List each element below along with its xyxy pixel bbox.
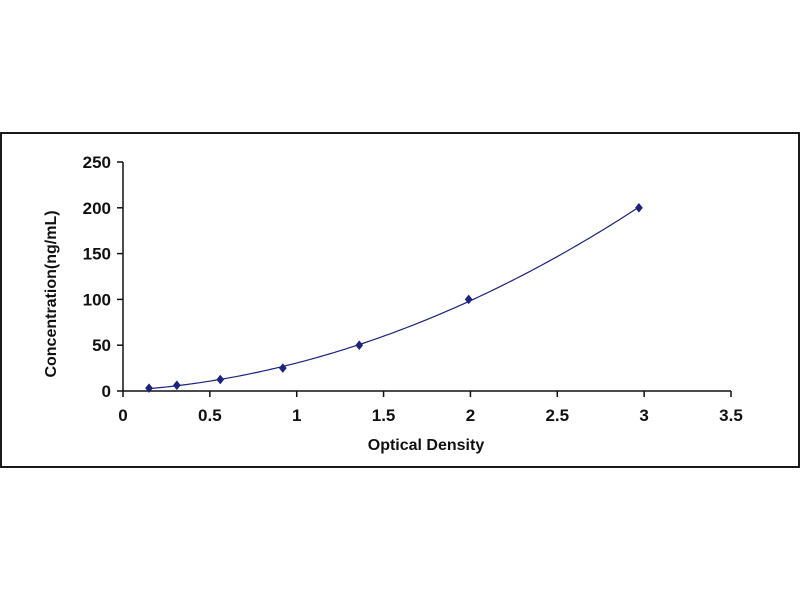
y-tick-label: 200 <box>83 199 111 218</box>
x-axis-title: Optical Density <box>368 437 485 454</box>
x-tick-label: 3 <box>639 406 648 425</box>
data-point <box>172 380 181 391</box>
y-tick-label: 0 <box>102 382 111 401</box>
data-point <box>635 202 643 213</box>
x-tick-label: 3.5 <box>719 406 743 425</box>
axes: 0 50 100 150 200 250 0 0.5 1 1.5 2 2.5 3 3.5 <box>83 153 743 425</box>
y-tick-label: 100 <box>83 290 111 309</box>
chart-frame: 0 50 100 150 200 250 0 0.5 1 1.5 2 2.5 3 3.5 Optical … <box>0 132 800 468</box>
data-point <box>145 383 153 394</box>
x-tick-label: 0 <box>118 406 127 425</box>
x-tick-label: 2 <box>466 406 475 425</box>
data-points <box>145 202 643 394</box>
y-axis-title: Concentration(ng/mL) <box>43 210 60 377</box>
data-point <box>278 363 287 374</box>
x-tick-label: 2.5 <box>545 406 569 425</box>
fit-curve-layer <box>149 206 640 390</box>
x-tick-label: 0.5 <box>198 406 222 425</box>
data-point <box>464 294 473 305</box>
y-tick-label: 250 <box>83 153 111 172</box>
y-tick-label: 50 <box>92 336 111 355</box>
x-tick-label: 1.5 <box>372 406 396 425</box>
y-tick-label: 150 <box>83 245 111 264</box>
standard-curve-chart: 0 50 100 150 200 250 0 0.5 1 1.5 2 2.5 3 3.5 Optical … <box>43 153 743 454</box>
fit-curve <box>149 206 640 390</box>
x-tick-label: 1 <box>292 406 301 425</box>
data-point <box>216 374 225 385</box>
data-point <box>355 340 364 351</box>
